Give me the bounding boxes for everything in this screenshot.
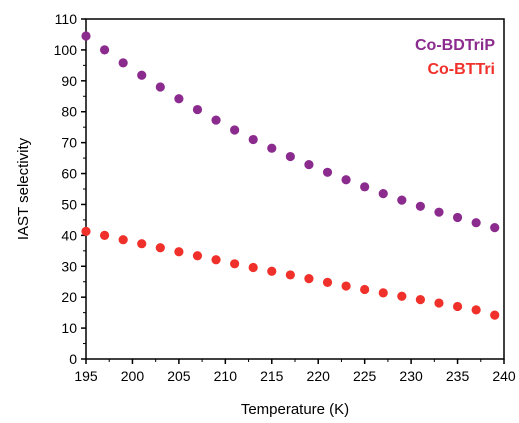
y-tick-label: 80 [61, 104, 77, 120]
x-tick-label: 220 [307, 368, 331, 384]
y-tick-label: 60 [61, 166, 77, 182]
series-1-point [341, 175, 351, 185]
x-tick-label: 225 [353, 368, 377, 384]
series-2-point [490, 310, 500, 320]
series-1-point [267, 143, 277, 153]
series-1-point [211, 115, 221, 125]
series-2-point [434, 298, 444, 308]
y-tick-label: 0 [69, 351, 77, 367]
series-1-points [81, 31, 500, 233]
series-1-point [434, 207, 444, 217]
series-1-point [192, 104, 203, 115]
series-1-point [304, 159, 314, 170]
series-2-point [452, 301, 463, 312]
series-1-point [99, 45, 110, 55]
series-1-point [490, 223, 500, 233]
series-1-point [415, 201, 425, 211]
legend-label: Co-BTTri [427, 61, 495, 78]
series-2-point [230, 259, 240, 269]
y-axis-title: IAST selectivity [15, 137, 32, 240]
series-2-point [397, 291, 407, 301]
series-2-point [99, 230, 110, 240]
series-1-point [360, 182, 370, 192]
series-2-point [137, 239, 147, 249]
series-1-point [118, 58, 128, 68]
y-tick-labels: 0 10 20 30 40 50 60 70 80 90 100 110 [54, 11, 78, 367]
series-2-point [155, 243, 165, 253]
series-1-point [471, 218, 481, 228]
y-tick-label: 110 [55, 11, 78, 27]
x-axis-title: Temperature (K) [241, 401, 349, 418]
series-1-point [174, 94, 184, 104]
series-2-point [211, 255, 221, 265]
series-2-point [304, 274, 314, 284]
x-tick-labels: 195 200 205 210 215 220 225 230 235 240 [74, 368, 516, 384]
legend: Co-BDTriP Co-BTTri [415, 37, 495, 78]
series-2-point [285, 270, 295, 280]
series-2-point [81, 226, 91, 236]
series-1-point [230, 125, 240, 135]
y-tick-label: 90 [61, 73, 77, 89]
x-tick-label: 210 [214, 368, 238, 384]
y-tick-label: 100 [54, 42, 78, 58]
legend-label: Co-BDTriP [415, 37, 495, 54]
series-2-point [415, 295, 425, 305]
x-tick-label: 235 [446, 368, 470, 384]
series-1-point [397, 195, 407, 205]
series-2-points [81, 226, 500, 320]
series-1-point [452, 212, 463, 223]
series-2-point [471, 305, 481, 315]
series-1-point [81, 31, 91, 41]
x-tick-label: 200 [121, 368, 145, 384]
x-tick-label: 230 [399, 368, 423, 384]
series-1-point [155, 82, 165, 92]
series-2-point [192, 251, 203, 261]
x-tick-label: 240 [492, 368, 516, 384]
series-1-point [378, 189, 388, 199]
series-2-point [267, 266, 277, 276]
y-tick-label: 20 [61, 289, 77, 305]
x-tick-label: 195 [74, 368, 98, 384]
data-points [81, 31, 500, 320]
series-2-point [322, 277, 333, 287]
series-1-point [248, 134, 258, 145]
y-tick-label: 40 [61, 227, 77, 243]
x-tick-label: 215 [260, 368, 284, 384]
series-1-point [322, 167, 333, 177]
series-2-point [118, 235, 128, 245]
series-1-point [285, 151, 295, 162]
y-tick-label: 10 [61, 320, 77, 336]
y-tick-label: 30 [61, 258, 77, 274]
series-2-point [174, 247, 184, 257]
x-tick-label: 205 [167, 368, 191, 384]
series-2-point [378, 288, 388, 298]
series-2-point [360, 284, 370, 295]
y-tick-label: 70 [61, 135, 77, 151]
series-2-point [248, 262, 258, 273]
series-1-point [137, 70, 147, 80]
y-tick-label: 50 [61, 196, 77, 212]
series-2-point [341, 281, 351, 291]
